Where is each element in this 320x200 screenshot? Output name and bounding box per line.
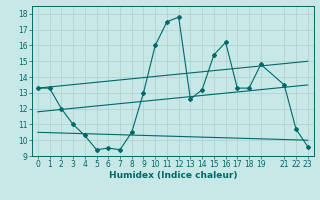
X-axis label: Humidex (Indice chaleur): Humidex (Indice chaleur) <box>108 171 237 180</box>
